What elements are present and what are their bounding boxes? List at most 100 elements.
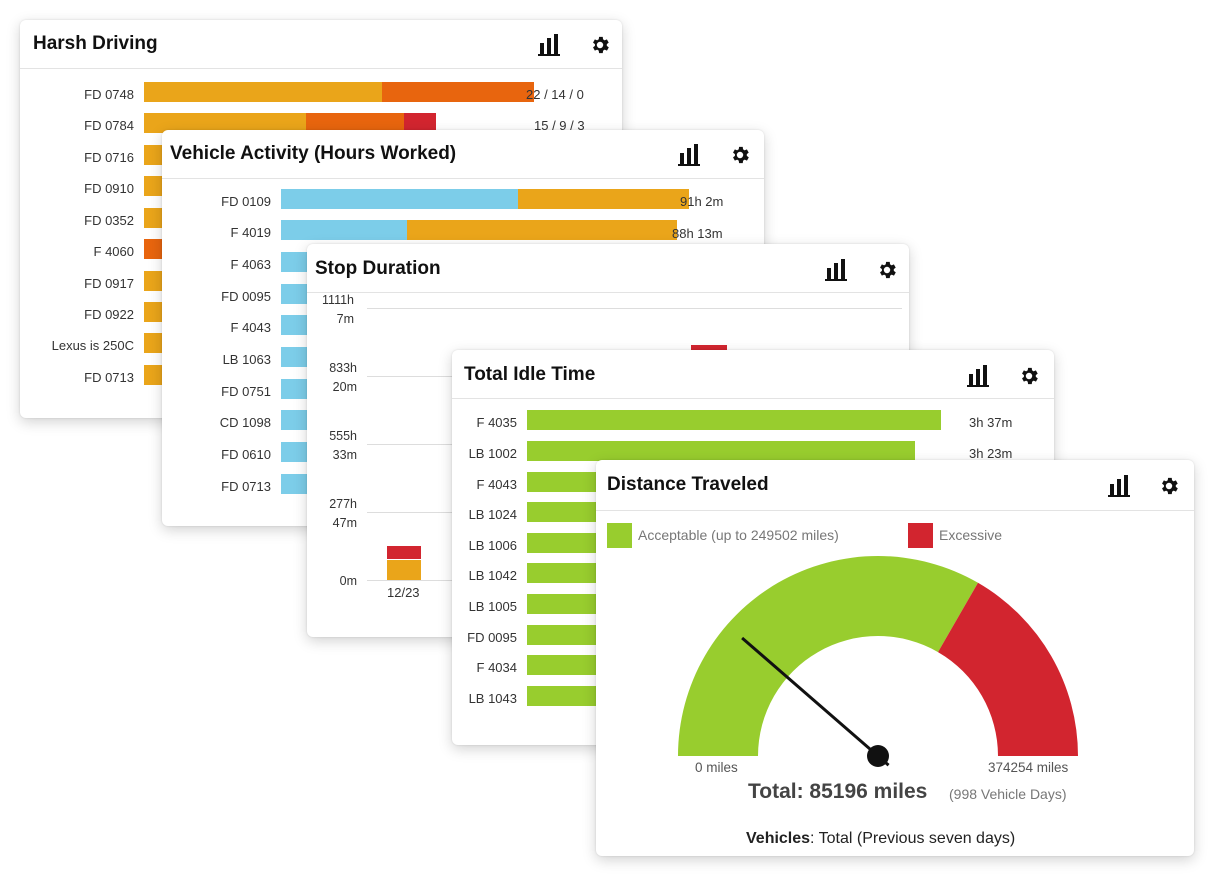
footer-rest: : Total (Previous seven days)	[810, 830, 1016, 847]
bar-segment[interactable]	[281, 474, 311, 494]
legend-label-acceptable[interactable]: Acceptable (up to 249502 miles)	[638, 527, 839, 543]
y-tick-label: 277h 47m	[329, 495, 357, 533]
bar-chart-icon[interactable]	[538, 34, 560, 56]
gauge-total-label: Total: 85196 miles	[748, 780, 928, 803]
row-label: LB 1005	[468, 599, 517, 614]
y-tick-label: 1111h 7m	[322, 291, 354, 329]
bar[interactable]	[527, 686, 607, 706]
row-label: LB 1006	[468, 538, 517, 553]
legend-swatch-acceptable	[607, 523, 632, 548]
bar-segment[interactable]	[306, 113, 404, 133]
y-tick-line2: 20m	[332, 380, 357, 394]
gear-icon[interactable]	[1158, 475, 1180, 497]
row-label: FD 0922	[84, 307, 134, 322]
card-header: Harsh Driving	[20, 20, 622, 69]
bar[interactable]	[527, 472, 607, 492]
row-label: FD 0748	[84, 87, 134, 102]
row-label: LB 1043	[468, 691, 517, 706]
row-label: FD 0352	[84, 213, 134, 228]
bar-chart-icon[interactable]	[967, 365, 989, 387]
bar-value-label: 15 / 9 / 3	[534, 118, 585, 133]
bar-segment[interactable]	[281, 410, 311, 430]
bar-segment[interactable]	[387, 560, 421, 580]
row-label: LB 1063	[222, 352, 271, 367]
gauge-max-label: 374254 miles	[988, 760, 1069, 775]
bar-segment[interactable]	[404, 113, 436, 133]
row-label: FD 0713	[84, 370, 134, 385]
y-tick-line2: 47m	[332, 516, 357, 530]
bar[interactable]	[527, 625, 607, 645]
row-label: FD 0109	[221, 194, 271, 209]
footer-bold: Vehicles	[746, 830, 811, 847]
bar-segment[interactable]	[281, 347, 311, 367]
row-label: CD 1098	[219, 415, 271, 430]
bar-value-label: 88h 13m	[672, 226, 723, 241]
gear-icon[interactable]	[876, 259, 898, 281]
row-label: LB 1024	[468, 507, 517, 522]
row-label: FD 0095	[221, 289, 271, 304]
bar-segment[interactable]	[281, 284, 311, 304]
card-header: Distance Traveled	[596, 460, 1194, 511]
row-label: F 4063	[230, 257, 271, 272]
bar-segment[interactable]	[281, 189, 518, 209]
legend-label-excessive[interactable]: Excessive	[939, 527, 1003, 543]
bar-segment[interactable]	[407, 220, 677, 240]
bar-segment[interactable]	[144, 113, 306, 133]
row-label: FD 0095	[467, 630, 517, 645]
gear-icon[interactable]	[729, 144, 751, 166]
bar-value-label: 3h 23m	[969, 446, 1013, 461]
row-label: F 4043	[476, 477, 517, 492]
row-label: Lexus is 250C	[51, 338, 134, 353]
row-label: FD 0784	[84, 118, 134, 133]
bar[interactable]	[527, 410, 941, 430]
row-label: FD 0917	[84, 276, 134, 291]
row-label: FD 0910	[84, 181, 134, 196]
row-label: F 4060	[93, 244, 134, 259]
y-tick-line1: 1111h	[322, 293, 354, 307]
bar[interactable]	[527, 502, 607, 522]
bar-segment[interactable]	[281, 252, 311, 272]
card-title: Distance Traveled	[607, 474, 769, 495]
row-label: FD 0610	[221, 447, 271, 462]
bar[interactable]	[527, 533, 607, 553]
row-label: FD 0713	[221, 479, 271, 494]
bar[interactable]	[527, 563, 607, 583]
bar-chart-icon[interactable]	[1108, 475, 1130, 497]
row-label: LB 1042	[468, 568, 517, 583]
gauge-band-acceptable	[678, 556, 978, 756]
y-tick-line2: 33m	[332, 448, 357, 462]
x-tick-label: 12/23	[387, 585, 420, 600]
bar-chart-icon[interactable]	[825, 259, 847, 281]
row-label: F 4019	[230, 225, 271, 240]
y-tick-line1: 833h	[329, 361, 357, 375]
bar-segment[interactable]	[281, 220, 407, 240]
card-title: Stop Duration	[315, 258, 441, 279]
bar-segment[interactable]	[382, 82, 534, 102]
bar-segment[interactable]	[281, 315, 311, 335]
gear-icon[interactable]	[589, 34, 611, 56]
card-title: Vehicle Activity (Hours Worked)	[170, 143, 457, 164]
distance-traveled-card: Distance Traveled Acceptable (up to 2495…	[596, 460, 1194, 856]
gear-icon[interactable]	[1018, 365, 1040, 387]
bar-segment[interactable]	[144, 82, 382, 102]
y-tick-label: 0m	[340, 572, 357, 591]
row-label: F 4034	[476, 660, 517, 675]
row-label: LB 1002	[468, 446, 517, 461]
bar-segment[interactable]	[281, 379, 311, 399]
bar[interactable]	[527, 655, 607, 675]
bar-segment[interactable]	[387, 546, 421, 559]
y-tick-line1: 277h	[329, 497, 357, 511]
footer-label: Vehicles: Total (Previous seven days)	[746, 830, 1015, 848]
gauge-chart	[678, 556, 1078, 767]
card-title: Total Idle Time	[464, 364, 596, 385]
bar-segment[interactable]	[518, 189, 689, 209]
bar[interactable]	[527, 441, 915, 461]
bar-segment[interactable]	[281, 442, 311, 462]
bar-chart-icon[interactable]	[678, 144, 700, 166]
row-label: F 4043	[230, 320, 271, 335]
y-tick-label: 833h 20m	[329, 359, 357, 397]
bar[interactable]	[527, 594, 607, 614]
vehicle-days-label: (998 Vehicle Days)	[949, 786, 1067, 802]
bar-value-label: 3h 37m	[969, 415, 1013, 430]
row-label: FD 0716	[84, 150, 134, 165]
